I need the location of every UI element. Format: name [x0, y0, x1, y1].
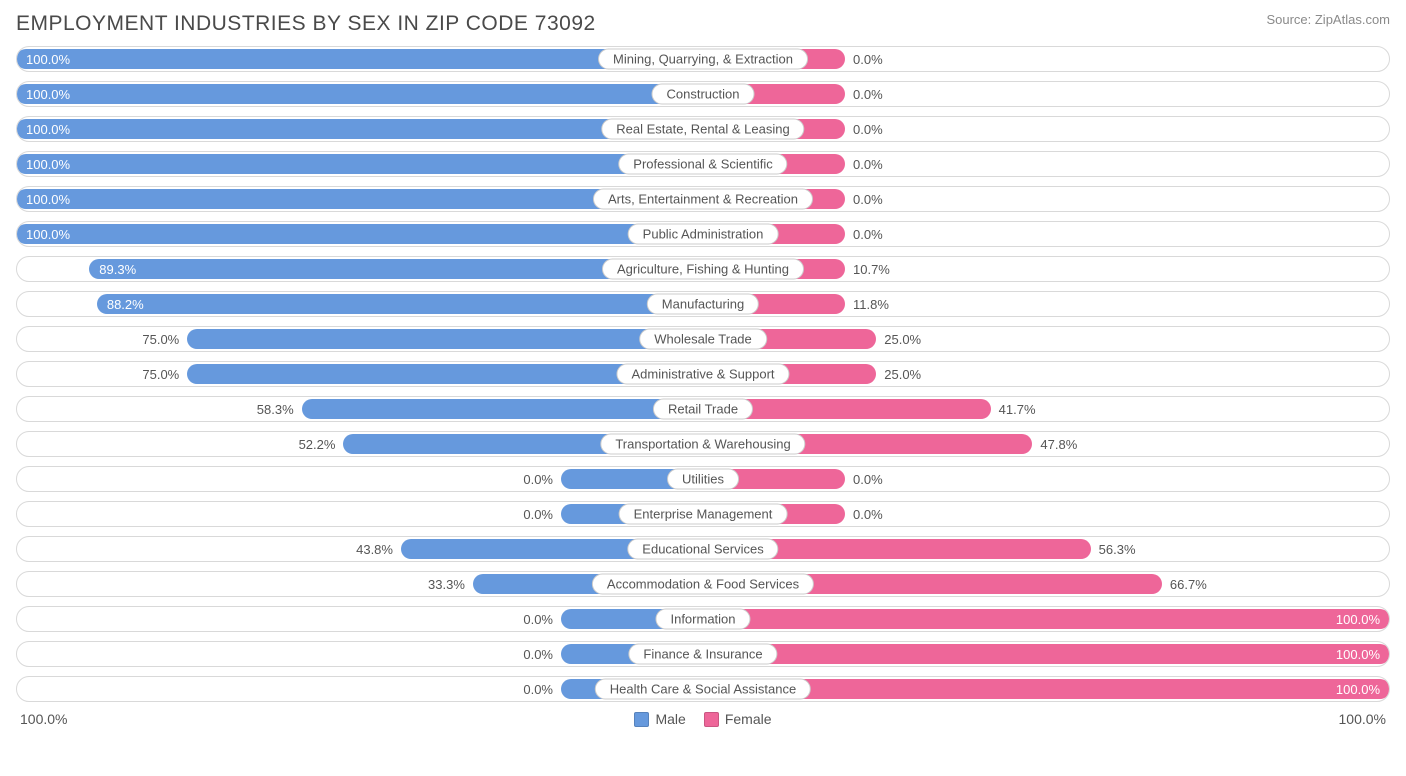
male-value: 75.0%	[142, 329, 179, 349]
chart-row: 0.0% 0.0% Utilities	[16, 466, 1390, 492]
male-bar: 88.2%	[97, 294, 701, 314]
male-value: 88.2%	[107, 297, 144, 312]
row-label: Real Estate, Rental & Leasing	[601, 119, 804, 140]
male-value: 100.0%	[26, 87, 70, 102]
female-value: 0.0%	[853, 84, 883, 104]
row-label: Administrative & Support	[616, 364, 789, 385]
male-value: 0.0%	[523, 504, 553, 524]
chart-row: 33.3% 66.7% Accommodation & Food Services	[16, 571, 1390, 597]
female-value: 66.7%	[1170, 574, 1207, 594]
male-value: 100.0%	[26, 192, 70, 207]
row-label: Agriculture, Fishing & Hunting	[602, 259, 804, 280]
male-value: 52.2%	[299, 434, 336, 454]
legend-male-label: Male	[655, 711, 685, 727]
chart-row: 0.0% 100.0% Health Care & Social Assistanc…	[16, 676, 1390, 702]
chart-row: 100.0% 0.0% Mining, Quarrying, & Extractio…	[16, 46, 1390, 72]
female-value: 56.3%	[1099, 539, 1136, 559]
male-value: 33.3%	[428, 574, 465, 594]
chart-row: 100.0% 0.0% Public Administration	[16, 221, 1390, 247]
female-value: 0.0%	[853, 224, 883, 244]
male-value: 100.0%	[26, 122, 70, 137]
male-bar	[302, 399, 701, 419]
chart-row: 0.0% 100.0% Finance & Insurance	[16, 641, 1390, 667]
male-value: 0.0%	[523, 469, 553, 489]
legend-male-swatch	[634, 712, 649, 727]
chart-row: 100.0% 0.0% Real Estate, Rental & Leasing	[16, 116, 1390, 142]
female-value: 11.8%	[853, 294, 889, 314]
chart-row: 0.0% 100.0% Information	[16, 606, 1390, 632]
chart-row: 52.2% 47.8% Transportation & Warehousing	[16, 431, 1390, 457]
row-label: Construction	[652, 84, 755, 105]
row-label: Wholesale Trade	[639, 329, 767, 350]
female-value: 25.0%	[884, 329, 921, 349]
row-label: Manufacturing	[647, 294, 759, 315]
female-value: 100.0%	[1336, 612, 1380, 627]
chart-footer: 100.0% Male Female 100.0%	[16, 711, 1390, 727]
chart-row: 58.3% 41.7% Retail Trade	[16, 396, 1390, 422]
legend-female-label: Female	[725, 711, 772, 727]
male-value: 100.0%	[26, 52, 70, 67]
chart-row: 100.0% 0.0% Construction	[16, 81, 1390, 107]
legend-female: Female	[704, 711, 772, 727]
axis-right-label: 100.0%	[1339, 711, 1386, 727]
chart-row: 0.0% 0.0% Enterprise Management	[16, 501, 1390, 527]
chart-row: 75.0% 25.0% Wholesale Trade	[16, 326, 1390, 352]
female-value: 0.0%	[853, 154, 883, 174]
male-value: 0.0%	[523, 679, 553, 699]
row-label: Utilities	[667, 469, 739, 490]
male-value: 100.0%	[26, 227, 70, 242]
chart-title: EMPLOYMENT INDUSTRIES BY SEX IN ZIP CODE…	[16, 12, 596, 36]
male-value: 43.8%	[356, 539, 393, 559]
row-label: Mining, Quarrying, & Extraction	[598, 49, 808, 70]
chart-row: 100.0% 0.0% Arts, Entertainment & Recreati…	[16, 186, 1390, 212]
chart-row: 89.3% 10.7% Agriculture, Fishing & Hunting	[16, 256, 1390, 282]
female-value: 0.0%	[853, 469, 883, 489]
female-value: 47.8%	[1040, 434, 1077, 454]
male-bar: 100.0%	[16, 154, 701, 174]
row-label: Accommodation & Food Services	[592, 574, 814, 595]
source-attribution: Source: ZipAtlas.com	[1266, 12, 1390, 27]
female-bar: 100.0%	[705, 644, 1390, 664]
axis-left-label: 100.0%	[20, 711, 67, 727]
row-label: Retail Trade	[653, 399, 753, 420]
female-value: 0.0%	[853, 189, 883, 209]
female-value: 41.7%	[999, 399, 1036, 419]
header: EMPLOYMENT INDUSTRIES BY SEX IN ZIP CODE…	[16, 12, 1390, 36]
male-value: 0.0%	[523, 609, 553, 629]
male-value: 58.3%	[257, 399, 294, 419]
row-label: Information	[655, 609, 750, 630]
row-label: Enterprise Management	[619, 504, 788, 525]
diverging-bar-chart: 100.0% 0.0% Mining, Quarrying, & Extractio…	[16, 46, 1390, 702]
chart-row: 43.8% 56.3% Educational Services	[16, 536, 1390, 562]
legend: Male Female	[634, 711, 771, 727]
female-value: 0.0%	[853, 119, 883, 139]
row-label: Professional & Scientific	[618, 154, 787, 175]
female-value: 100.0%	[1336, 682, 1380, 697]
male-value: 100.0%	[26, 157, 70, 172]
female-value: 10.7%	[853, 259, 890, 279]
row-label: Public Administration	[628, 224, 779, 245]
male-bar: 100.0%	[16, 84, 701, 104]
female-value: 100.0%	[1336, 647, 1380, 662]
chart-row: 75.0% 25.0% Administrative & Support	[16, 361, 1390, 387]
male-value: 0.0%	[523, 644, 553, 664]
female-value: 0.0%	[853, 49, 883, 69]
female-bar: 100.0%	[705, 609, 1390, 629]
male-value: 89.3%	[99, 262, 136, 277]
male-bar	[187, 329, 701, 349]
row-label: Transportation & Warehousing	[600, 434, 805, 455]
male-bar: 100.0%	[16, 224, 701, 244]
row-label: Finance & Insurance	[628, 644, 777, 665]
chart-row: 100.0% 0.0% Professional & Scientific	[16, 151, 1390, 177]
row-label: Educational Services	[627, 539, 778, 560]
row-label: Health Care & Social Assistance	[595, 679, 811, 700]
female-value: 0.0%	[853, 504, 883, 524]
female-value: 25.0%	[884, 364, 921, 384]
male-value: 75.0%	[142, 364, 179, 384]
chart-row: 88.2% 11.8% Manufacturing	[16, 291, 1390, 317]
legend-female-swatch	[704, 712, 719, 727]
row-label: Arts, Entertainment & Recreation	[593, 189, 813, 210]
male-bar: 100.0%	[16, 119, 701, 139]
legend-male: Male	[634, 711, 685, 727]
